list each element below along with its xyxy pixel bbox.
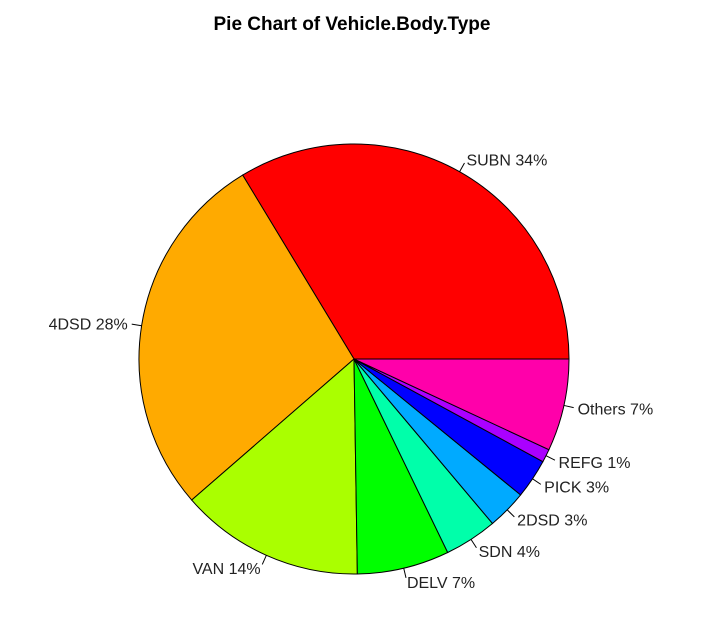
chart-title: Pie Chart of Vehicle.Body.Type (213, 14, 491, 35)
label-tick-sdn (470, 539, 477, 549)
slice-label-delv: DELV 7% (407, 575, 475, 592)
slice-label-2dsd: 2DSD 3% (517, 513, 587, 530)
label-tick-subn (459, 162, 465, 172)
slice-label-others: Others 7% (578, 401, 654, 418)
label-tick-refg (545, 455, 556, 461)
label-tick-pick (532, 478, 542, 485)
slice-label-sdn: SDN 4% (479, 544, 540, 561)
label-tick-4dsd (131, 323, 142, 327)
label-tick-others (563, 404, 574, 409)
label-tick-2dsd (506, 509, 515, 518)
pie-slice-subn (241, 143, 570, 360)
label-tick-van (261, 555, 267, 565)
slice-label-refg: REFG 1% (559, 455, 631, 472)
pie-slice-4dsd (138, 174, 355, 501)
slice-label-van: VAN 14% (192, 561, 260, 578)
slice-label-pick: PICK 3% (544, 480, 609, 497)
slice-label-subn: SUBN 34% (466, 153, 547, 170)
label-tick-delv (403, 568, 407, 579)
slice-label-4dsd: 4DSD 28% (49, 317, 128, 334)
